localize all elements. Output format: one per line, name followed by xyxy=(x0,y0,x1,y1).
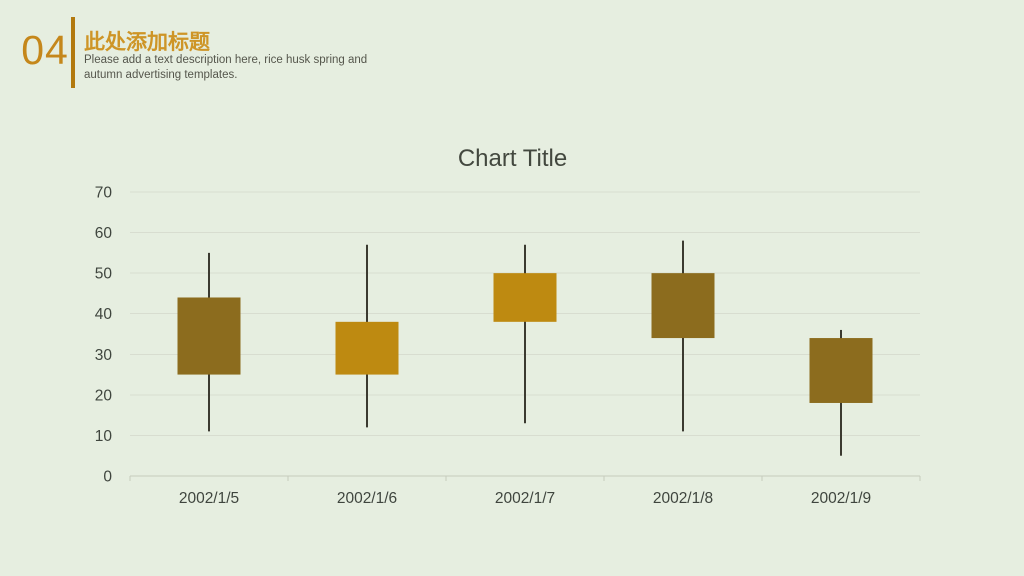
y-tick-label-50: 50 xyxy=(95,266,113,283)
x-tick-label-4: 2002/1/9 xyxy=(811,490,871,507)
section-number: 04 xyxy=(21,27,69,73)
section-title: 此处添加标题 xyxy=(84,31,210,54)
y-tick-label-0: 0 xyxy=(103,469,112,486)
candle-body-1 xyxy=(335,321,399,375)
header-divider xyxy=(71,17,75,88)
y-tick-label-70: 70 xyxy=(95,185,113,202)
x-tick-label-1: 2002/1/6 xyxy=(337,490,397,507)
chart-title: Chart Title xyxy=(457,145,568,172)
section-subtitle: Please add a text description here, rice… xyxy=(84,53,367,83)
x-tick-label-0: 2002/1/5 xyxy=(179,490,239,507)
y-tick-label-40: 40 xyxy=(95,306,113,323)
x-tick-label-2: 2002/1/7 xyxy=(495,490,555,507)
y-tick-label-30: 30 xyxy=(95,347,113,364)
candle-body-3 xyxy=(651,273,715,339)
candle-body-0 xyxy=(177,297,241,375)
y-tick-label-60: 60 xyxy=(95,225,113,242)
x-tick-label-3: 2002/1/8 xyxy=(653,490,713,507)
y-tick-label-10: 10 xyxy=(95,428,113,445)
subtitle-line-2: autumn advertising templates. xyxy=(84,69,238,81)
y-tick-label-20: 20 xyxy=(95,387,113,404)
candle-body-4 xyxy=(809,338,873,403)
candle-body-2 xyxy=(493,273,557,322)
subtitle-line-1: Please add a text description here, rice… xyxy=(84,54,368,66)
